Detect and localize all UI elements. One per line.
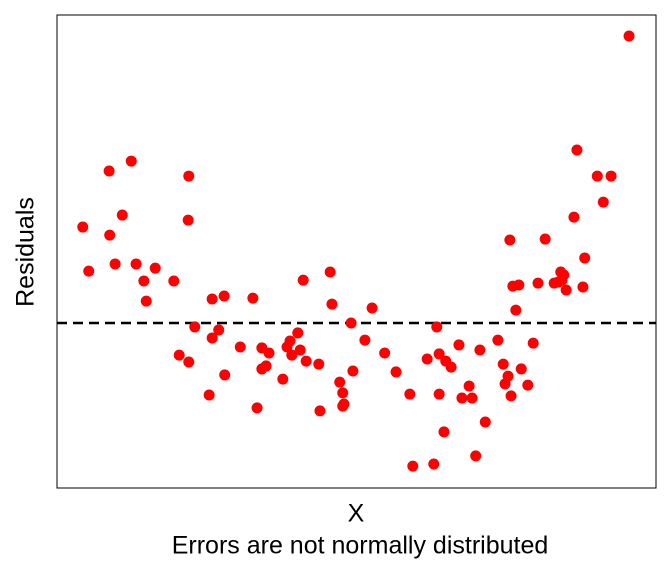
point (173, 349, 185, 361)
point (116, 209, 128, 221)
point (359, 334, 371, 346)
point (234, 341, 246, 353)
point (83, 265, 95, 277)
point (326, 298, 338, 310)
point (300, 355, 312, 367)
point (294, 344, 306, 356)
point (140, 295, 152, 307)
point (560, 284, 572, 296)
point (206, 332, 218, 344)
point (505, 390, 517, 402)
point (539, 233, 551, 245)
point (497, 358, 509, 370)
point (431, 321, 443, 333)
point (532, 277, 544, 289)
point (605, 170, 617, 182)
point (203, 389, 215, 401)
point (404, 388, 416, 400)
point (77, 221, 89, 233)
point (334, 376, 346, 388)
point (345, 317, 357, 329)
point (109, 258, 121, 270)
point (125, 155, 137, 167)
point (182, 214, 194, 226)
point (324, 266, 336, 278)
point (314, 405, 326, 417)
point (577, 281, 589, 293)
point (168, 275, 180, 287)
point (218, 290, 230, 302)
point (219, 369, 231, 381)
point (428, 458, 440, 470)
y-axis-label: Residuals (12, 197, 40, 307)
point (463, 380, 475, 392)
point (438, 426, 450, 438)
x-axis-label: X (348, 500, 365, 528)
point (571, 144, 583, 156)
point (466, 392, 478, 404)
point (407, 460, 419, 472)
point (390, 366, 402, 378)
point (597, 196, 609, 208)
point (189, 321, 201, 333)
point (579, 252, 591, 264)
point (433, 388, 445, 400)
point (206, 293, 218, 305)
point (433, 348, 445, 360)
point (213, 324, 225, 336)
point (558, 269, 570, 281)
point (247, 292, 259, 304)
point (510, 304, 522, 316)
point (591, 170, 603, 182)
point (347, 365, 359, 377)
point (103, 165, 115, 177)
point (286, 349, 298, 361)
point (292, 327, 304, 339)
point (260, 360, 272, 372)
point (104, 229, 116, 241)
point (337, 387, 349, 399)
point (474, 344, 486, 356)
point (527, 337, 539, 349)
point (284, 335, 296, 347)
point (138, 275, 150, 287)
caption: Errors are not normally distributed (172, 532, 549, 560)
point (149, 262, 161, 274)
point (502, 370, 514, 382)
point (313, 358, 325, 370)
point (277, 373, 289, 385)
point (421, 353, 433, 365)
point (130, 258, 142, 270)
point (492, 334, 504, 346)
point (183, 170, 195, 182)
point (522, 379, 534, 391)
point (479, 416, 491, 428)
point (366, 302, 378, 314)
plot-frame (56, 14, 657, 489)
point (470, 450, 482, 462)
point (445, 361, 457, 373)
point (623, 30, 635, 42)
point (251, 402, 263, 414)
point (515, 363, 527, 375)
point (456, 392, 468, 404)
point (379, 347, 391, 359)
point (297, 274, 309, 286)
point (338, 398, 350, 410)
point (183, 356, 195, 368)
point (453, 339, 465, 351)
point (568, 211, 580, 223)
point (504, 234, 516, 246)
point (263, 347, 275, 359)
point (513, 279, 525, 291)
